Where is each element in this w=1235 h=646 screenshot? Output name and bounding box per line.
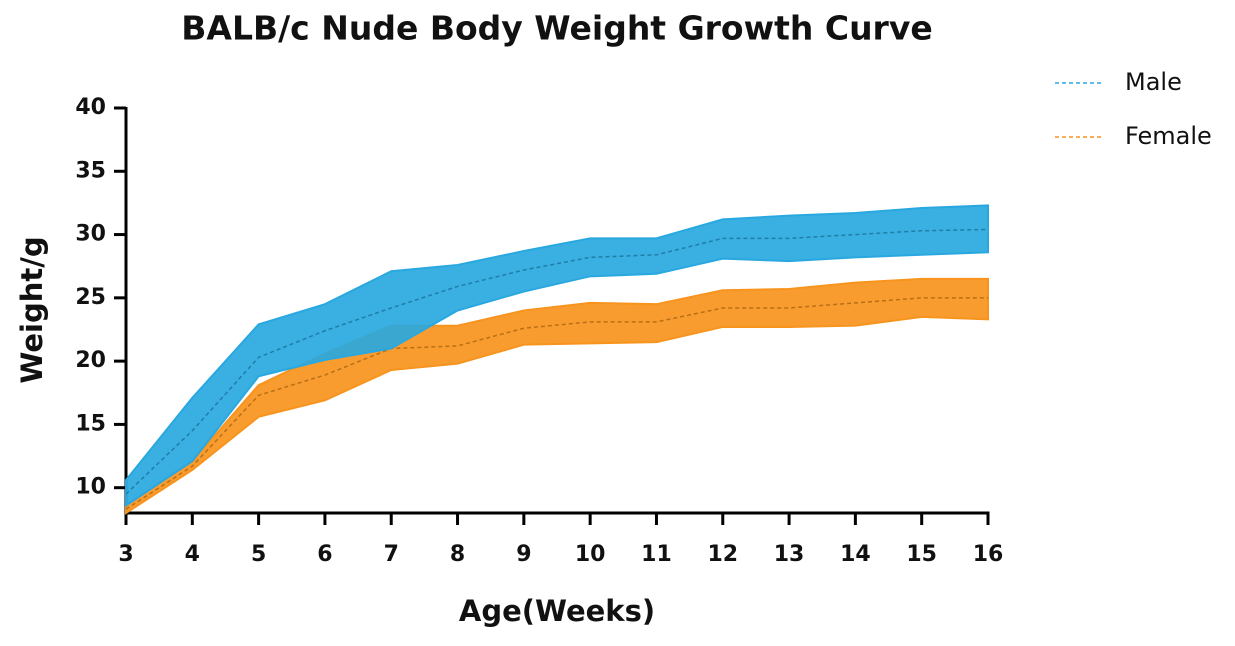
mean-line xyxy=(125,297,988,510)
y-tick-label: 30 xyxy=(75,222,106,247)
y-tick-label: 10 xyxy=(75,475,106,500)
x-tick-label: 6 xyxy=(317,542,332,567)
x-tick-label: 4 xyxy=(185,542,200,567)
x-tick-label: 9 xyxy=(516,542,531,567)
x-tick-label: 14 xyxy=(840,542,871,567)
legend-label: Male xyxy=(1125,68,1182,96)
band xyxy=(125,277,989,515)
y-tick-label: 40 xyxy=(75,95,106,120)
x-tick-label: 16 xyxy=(973,542,1004,567)
x-tick-label: 15 xyxy=(906,542,937,567)
chart-title: BALB/c Nude Body Weight Growth Curve xyxy=(181,9,932,48)
x-tick-label: 11 xyxy=(641,542,672,567)
x-axis-label: Age(Weeks) xyxy=(459,594,655,628)
band xyxy=(125,204,989,508)
x-tick-label: 10 xyxy=(575,542,606,567)
y-axis-label: Weight/g xyxy=(15,236,49,383)
y-tick-label: 25 xyxy=(75,285,106,310)
x-tick-label: 3 xyxy=(118,542,133,567)
legend-label: Female xyxy=(1125,122,1212,150)
y-tick-label: 35 xyxy=(75,158,106,183)
x-tick-label: 7 xyxy=(384,542,399,567)
mean-line xyxy=(125,228,989,495)
x-tick-label: 5 xyxy=(251,542,266,567)
x-tick-label: 8 xyxy=(450,542,465,567)
y-tick-label: 15 xyxy=(75,411,106,436)
x-tick-label: 13 xyxy=(774,542,805,567)
x-tick-label: 12 xyxy=(707,542,738,567)
y-tick-label: 20 xyxy=(75,348,106,373)
